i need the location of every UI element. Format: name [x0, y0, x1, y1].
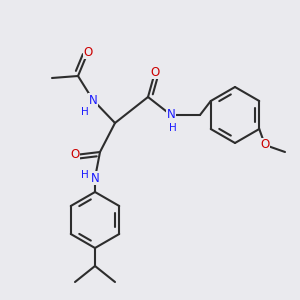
Text: H: H — [81, 107, 89, 117]
Text: H: H — [169, 123, 177, 133]
Text: N: N — [167, 109, 176, 122]
Text: H: H — [81, 170, 89, 180]
Text: N: N — [88, 94, 98, 106]
Text: O: O — [83, 46, 93, 59]
Text: O: O — [70, 148, 80, 161]
Text: N: N — [91, 172, 99, 184]
Text: O: O — [150, 65, 160, 79]
Text: O: O — [260, 139, 270, 152]
